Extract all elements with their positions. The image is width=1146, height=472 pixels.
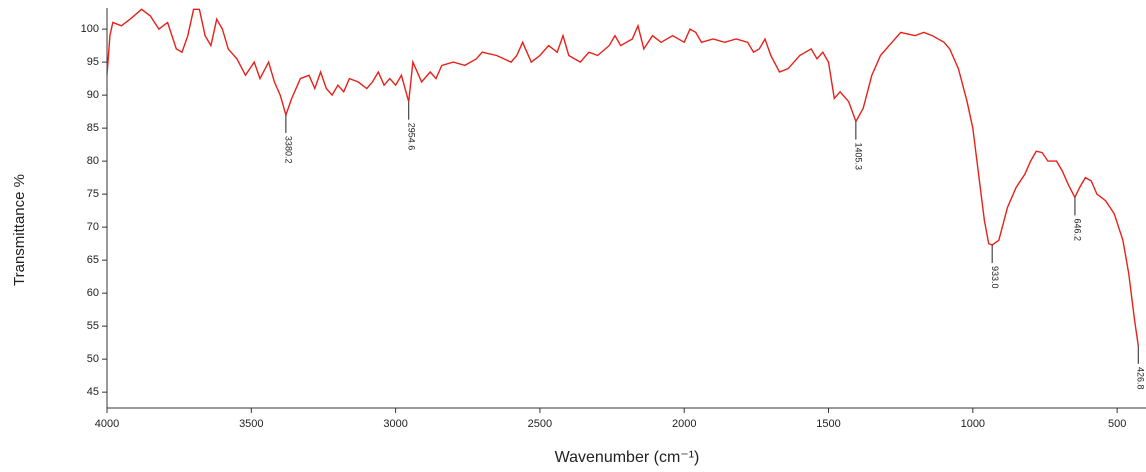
y-tick-label: 90 [87,89,99,101]
spectrum-line [107,8,1139,347]
x-tick-label: 1500 [816,418,840,430]
y-tick-label: 60 [87,287,99,299]
y-tick-label: 95 [87,56,99,68]
x-tick-label: 2000 [672,418,696,430]
y-tick-label: 50 [87,353,99,365]
y-tick-label: 100 [81,23,99,35]
peak-label: 3380.2 [284,136,294,164]
y-tick-label: 70 [87,221,99,233]
peak-label: 933.0 [990,266,1000,289]
x-axis-label: Wavenumber (cm⁻¹) [555,449,700,466]
plot-area [107,8,1139,347]
y-tick-label: 45 [87,386,99,398]
peak-label: 646.2 [1073,218,1083,241]
x-tick-label: 2500 [528,418,552,430]
x-tick-label: 4000 [95,418,119,430]
y-tick-label: 80 [87,155,99,167]
y-axis-label: Transmittance % [11,174,28,286]
peak-label: 426.8 [1136,367,1146,390]
peak-label: 1405.3 [853,143,863,171]
x-tick-label: 3000 [383,418,407,430]
x-tick-label: 500 [1108,418,1126,430]
y-tick-label: 75 [87,188,99,200]
peak-label: 2954.6 [406,123,416,151]
y-tick-label: 85 [87,122,99,134]
y-tick-label: 65 [87,254,99,266]
x-tick-label: 3500 [239,418,263,430]
y-tick-label: 55 [87,320,99,332]
x-tick-label: 1000 [961,418,985,430]
